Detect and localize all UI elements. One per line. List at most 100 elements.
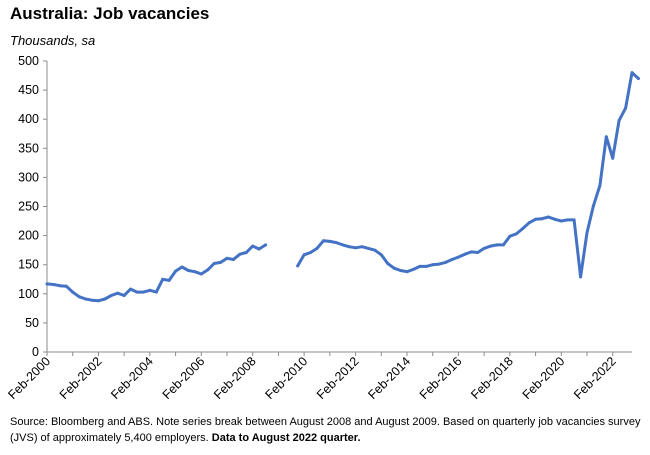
source-note: Source: Bloomberg and ABS. Note series b… bbox=[10, 414, 642, 446]
x-tick-label: Feb-2000 bbox=[5, 354, 53, 402]
data-point bbox=[418, 264, 422, 268]
data-point bbox=[360, 245, 364, 249]
data-point bbox=[141, 290, 145, 294]
data-point bbox=[129, 287, 133, 291]
y-tick-label: 150 bbox=[18, 258, 39, 272]
data-point bbox=[546, 215, 550, 219]
data-point bbox=[302, 253, 306, 257]
data-point bbox=[411, 267, 415, 271]
data-point bbox=[109, 294, 113, 297]
data-point bbox=[180, 265, 184, 269]
data-point bbox=[572, 218, 576, 222]
data-point bbox=[251, 244, 255, 248]
data-point bbox=[219, 260, 223, 264]
y-tick-label: 0 bbox=[32, 345, 39, 359]
data-point bbox=[501, 243, 505, 247]
data-point bbox=[174, 269, 178, 273]
x-tick-label: Feb-2006 bbox=[160, 354, 208, 402]
data-point bbox=[540, 217, 544, 221]
data-point bbox=[527, 221, 531, 225]
data-point bbox=[534, 217, 538, 221]
data-point bbox=[598, 184, 602, 187]
data-point bbox=[476, 251, 480, 254]
x-tick-label: Feb-2004 bbox=[108, 354, 156, 402]
y-tick-label: 100 bbox=[18, 287, 39, 301]
data-point bbox=[341, 243, 345, 247]
data-point bbox=[122, 294, 126, 297]
data-point bbox=[347, 245, 351, 249]
data-point bbox=[212, 262, 216, 265]
data-point bbox=[437, 262, 441, 266]
data-point bbox=[96, 299, 100, 303]
data-point bbox=[84, 297, 88, 301]
data-point bbox=[77, 295, 81, 299]
series-group bbox=[45, 71, 640, 303]
data-point bbox=[161, 277, 165, 281]
data-point bbox=[636, 77, 640, 80]
y-tick-label: 200 bbox=[18, 229, 39, 243]
data-point bbox=[193, 270, 197, 274]
data-point bbox=[148, 288, 152, 292]
data-point bbox=[514, 232, 518, 236]
data-point bbox=[630, 71, 634, 75]
data-point bbox=[51, 283, 55, 286]
chart-axes bbox=[46, 61, 632, 353]
source-text: Source: Bloomberg and ABS. Note series b… bbox=[10, 416, 641, 444]
y-tick-label: 400 bbox=[18, 112, 39, 126]
data-point bbox=[321, 239, 325, 243]
data-point bbox=[579, 275, 583, 279]
data-point bbox=[495, 243, 499, 247]
data-point bbox=[264, 243, 268, 247]
x-tick-label: Feb-2018 bbox=[468, 354, 516, 402]
data-point bbox=[328, 239, 332, 243]
data-point bbox=[386, 262, 390, 265]
data-point bbox=[585, 231, 589, 235]
y-axis-ticks: 0 50 100 150 200 250 300 350 400 450 500 bbox=[18, 54, 47, 359]
data-point bbox=[186, 269, 190, 272]
y-tick-label: 500 bbox=[18, 54, 39, 68]
x-tick-label: Feb-2010 bbox=[263, 354, 311, 402]
data-point bbox=[469, 250, 473, 254]
data-point bbox=[399, 269, 403, 272]
x-tick-label: Feb-2022 bbox=[571, 354, 619, 402]
data-point bbox=[405, 270, 409, 274]
data-point bbox=[489, 244, 493, 248]
data-point bbox=[225, 256, 229, 260]
data-point bbox=[45, 282, 49, 286]
y-tick-label: 50 bbox=[25, 316, 39, 330]
data-point bbox=[566, 218, 570, 222]
chart-subtitle: Thousands, sa bbox=[10, 33, 96, 48]
data-point bbox=[116, 291, 120, 295]
data-point bbox=[379, 253, 383, 257]
data-point bbox=[90, 298, 94, 302]
data-point bbox=[373, 248, 377, 252]
x-tick-label: Feb-2016 bbox=[417, 354, 465, 402]
data-point bbox=[624, 106, 628, 110]
chart-title: Australia: Job vacancies bbox=[10, 4, 210, 23]
data-point bbox=[309, 251, 313, 254]
source-data-note: Data to August 2022 quarter. bbox=[211, 432, 361, 444]
data-point bbox=[296, 264, 300, 268]
data-point bbox=[199, 272, 203, 276]
x-axis-ticks: Feb-2000 Feb-2002 Feb-2004 Feb-2006 Feb-2008… bbox=[5, 352, 619, 402]
data-point bbox=[238, 252, 242, 256]
data-point bbox=[553, 217, 557, 221]
data-point bbox=[315, 246, 319, 250]
data-point bbox=[591, 204, 595, 208]
y-tick-label: 350 bbox=[18, 141, 39, 155]
data-point bbox=[521, 227, 525, 231]
x-tick-label: Feb-2014 bbox=[365, 354, 413, 402]
x-tick-label: Feb-2008 bbox=[211, 354, 259, 402]
data-point bbox=[450, 258, 454, 261]
x-tick-label: Feb-2012 bbox=[314, 354, 362, 402]
data-point bbox=[431, 263, 435, 267]
y-tick-label: 450 bbox=[18, 83, 39, 97]
data-point bbox=[135, 290, 139, 294]
data-point bbox=[103, 297, 107, 301]
x-tick-label: Feb-2002 bbox=[57, 354, 105, 402]
data-point bbox=[167, 278, 171, 282]
data-point bbox=[354, 246, 358, 250]
data-point bbox=[424, 264, 428, 268]
data-point bbox=[334, 241, 338, 245]
